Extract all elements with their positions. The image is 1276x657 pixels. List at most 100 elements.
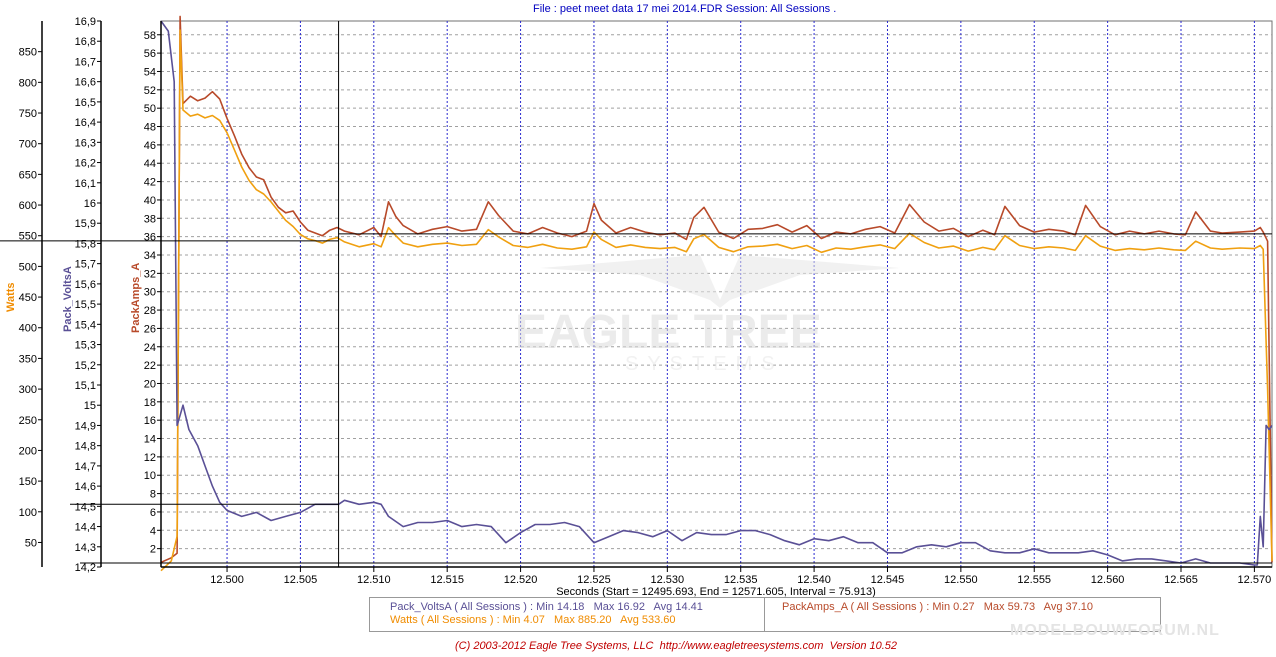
grid xyxy=(161,21,1272,567)
y-tick-label-amps: 56 xyxy=(144,48,156,60)
y-tick-label-amps: 50 xyxy=(144,103,156,115)
y-tick-label-amps: 18 xyxy=(144,397,156,409)
y-tick-label-watts: 700 xyxy=(19,139,37,151)
y-tick-label-watts: 300 xyxy=(19,384,37,396)
y-axis-label-volts: Pack_VoltsA xyxy=(62,266,74,332)
y-tick-label-volts: 14,5 xyxy=(75,501,96,513)
y-tick-label-amps: 8 xyxy=(150,489,156,501)
y-tick-label-volts: 16,6 xyxy=(75,77,96,89)
legend-watts: Watts ( All Sessions ) : Min 4.07 Max 88… xyxy=(390,614,676,626)
y-tick-label-volts: 14,2 xyxy=(75,562,96,574)
y-tick-label-amps: 22 xyxy=(144,360,156,372)
y-tick-label-amps: 34 xyxy=(144,250,156,262)
y-tick-label-volts: 15,9 xyxy=(75,218,96,230)
y-tick-label-volts: 14,8 xyxy=(75,441,96,453)
x-tick-label: 12.500 xyxy=(210,574,244,586)
y-tick-label-watts: 400 xyxy=(19,323,37,335)
y-tick-label-volts: 15,6 xyxy=(75,279,96,291)
y-tick-label-amps: 10 xyxy=(144,470,156,482)
y-tick-label-amps: 20 xyxy=(144,378,156,390)
x-tick-label: 12.515 xyxy=(430,574,464,586)
y-tick-label-amps: 26 xyxy=(144,323,156,335)
series-volts xyxy=(160,20,1273,566)
y-tick-label-amps: 44 xyxy=(144,158,156,170)
y-tick-label-amps: 4 xyxy=(150,525,156,537)
y-tick-label-volts: 16,1 xyxy=(75,178,96,190)
y-axes: 8508007507006506005505004504003503002502… xyxy=(19,16,162,574)
cursor-crosshair xyxy=(0,21,1272,567)
y-tick-label-volts: 15,8 xyxy=(75,238,96,250)
y-tick-label-volts: 15,5 xyxy=(75,299,96,311)
y-tick-label-amps: 28 xyxy=(144,305,156,317)
y-tick-label-amps: 6 xyxy=(150,507,156,519)
y-tick-label-watts: 50 xyxy=(25,537,37,549)
y-tick-label-amps: 46 xyxy=(144,140,156,152)
x-tick-label: 12.530 xyxy=(651,574,685,586)
y-tick-label-watts: 850 xyxy=(19,47,37,59)
y-tick-label-amps: 2 xyxy=(150,544,156,556)
y-tick-label-volts: 15,7 xyxy=(75,259,96,271)
y-tick-label-volts: 15,1 xyxy=(75,380,96,392)
y-tick-label-watts: 650 xyxy=(19,169,37,181)
x-tick-label: 12.510 xyxy=(357,574,391,586)
x-tick-label: 12.505 xyxy=(284,574,318,586)
y-tick-label-volts: 16,5 xyxy=(75,97,96,109)
y-tick-label-amps: 30 xyxy=(144,287,156,299)
copyright-footer: (C) 2003-2012 Eagle Tree Systems, LLC ht… xyxy=(455,640,898,652)
y-tick-label-volts: 14,9 xyxy=(75,420,96,432)
y-tick-label-amps: 12 xyxy=(144,452,156,464)
file-header: File : peet meet data 17 mei 2014.FDR Se… xyxy=(533,3,836,15)
x-tick-label: 12.565 xyxy=(1164,574,1198,586)
x-tick-label: 12.545 xyxy=(871,574,905,586)
y-tick-label-amps: 52 xyxy=(144,85,156,97)
series-amps xyxy=(160,15,1273,564)
legend-amps: PackAmps_A ( All Sessions ) : Min 0.27 M… xyxy=(782,601,1094,613)
y-tick-label-amps: 38 xyxy=(144,213,156,225)
x-axis-label: Seconds (Start = 12495.693, End = 12571.… xyxy=(556,586,876,598)
y-tick-label-volts: 15 xyxy=(84,400,96,412)
y-tick-label-amps: 48 xyxy=(144,122,156,134)
y-tick-label-watts: 500 xyxy=(19,261,37,273)
y-tick-label-volts: 15,4 xyxy=(75,319,96,331)
y-tick-label-amps: 16 xyxy=(144,415,156,427)
y-tick-label-watts: 450 xyxy=(19,292,37,304)
y-tick-label-watts: 550 xyxy=(19,231,37,243)
legend: Pack_VoltsA ( All Sessions ) : Min 14.18… xyxy=(369,597,1161,632)
series-watts xyxy=(160,29,1273,572)
y-tick-label-watts: 600 xyxy=(19,200,37,212)
eagle-tree-watermark: EAGLE TREE SYSTEMS xyxy=(515,255,900,375)
y-tick-label-amps: 24 xyxy=(144,342,156,354)
y-tick-label-watts: 200 xyxy=(19,445,37,457)
x-tick-label: 12.520 xyxy=(504,574,538,586)
x-tick-label: 12.535 xyxy=(724,574,758,586)
x-tick-label: 12.555 xyxy=(1017,574,1051,586)
y-tick-label-amps: 42 xyxy=(144,177,156,189)
y-tick-label-volts: 16,4 xyxy=(75,117,96,129)
y-tick-label-volts: 15,3 xyxy=(75,340,96,352)
legend-volts: Pack_VoltsA ( All Sessions ) : Min 14.18… xyxy=(390,601,703,613)
y-tick-label-volts: 16,2 xyxy=(75,158,96,170)
legend-divider xyxy=(764,598,765,631)
y-tick-label-volts: 16,9 xyxy=(75,16,96,28)
x-tick-label: 12.570 xyxy=(1238,574,1272,586)
x-tick-label: 12.550 xyxy=(944,574,978,586)
y-tick-label-amps: 58 xyxy=(144,30,156,42)
y-tick-label-watts: 250 xyxy=(19,415,37,427)
y-tick-label-volts: 14,4 xyxy=(75,522,96,534)
y-tick-label-watts: 750 xyxy=(19,108,37,120)
y-tick-label-amps: 40 xyxy=(144,195,156,207)
y-tick-label-amps: 32 xyxy=(144,268,156,280)
y-tick-label-volts: 14,7 xyxy=(75,461,96,473)
y-tick-label-amps: 54 xyxy=(144,66,156,78)
x-tick-label: 12.560 xyxy=(1091,574,1125,586)
y-tick-label-watts: 800 xyxy=(19,77,37,89)
y-tick-label-watts: 350 xyxy=(19,353,37,365)
y-tick-label-volts: 16,8 xyxy=(75,36,96,48)
x-tick-label: 12.540 xyxy=(797,574,831,586)
y-tick-label-amps: 36 xyxy=(144,232,156,244)
series-lines xyxy=(160,15,1273,572)
y-tick-label-volts: 16 xyxy=(84,198,96,210)
y-tick-label-volts: 14,6 xyxy=(75,481,96,493)
watermark-title: EAGLE TREE xyxy=(515,306,822,359)
